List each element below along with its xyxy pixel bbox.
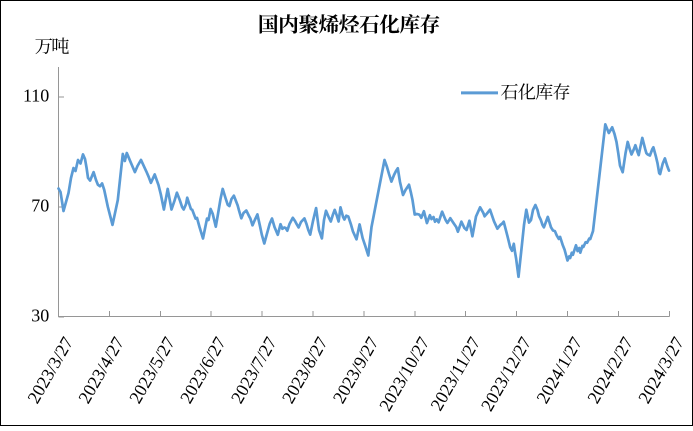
- svg-text:110: 110: [23, 85, 49, 105]
- svg-text:70: 70: [31, 195, 49, 215]
- svg-text:30: 30: [31, 305, 49, 325]
